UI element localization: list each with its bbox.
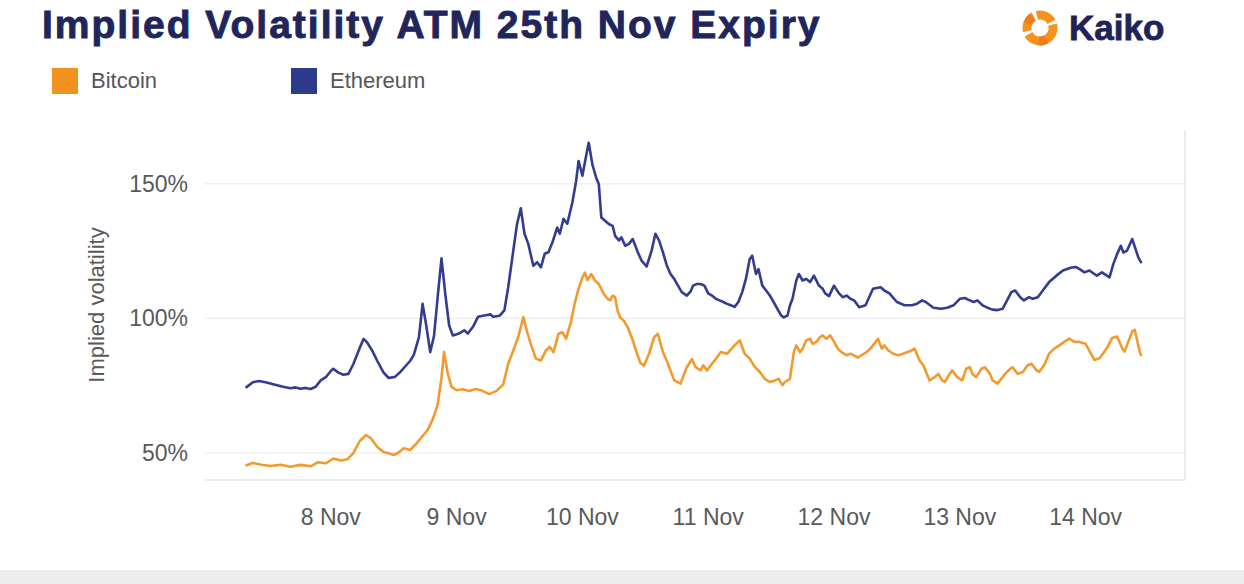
legend-item-ethereum: Ethereum xyxy=(291,68,425,94)
bottom-band xyxy=(0,570,1244,584)
kaiko-wordmark: Kaiko xyxy=(1069,8,1164,48)
kaiko-logo: Kaiko xyxy=(1020,8,1164,48)
ethereum-legend-swatch xyxy=(291,68,317,94)
ethereum-legend-label: Ethereum xyxy=(330,68,425,94)
ethereum-line xyxy=(247,143,1142,389)
bitcoin-legend-swatch xyxy=(52,68,78,94)
x-tick-label: 10 Nov xyxy=(546,504,619,530)
page-title: Implied Volatility ATM 25th Nov Expiry xyxy=(42,3,822,47)
bitcoin-legend-label: Bitcoin xyxy=(91,68,157,94)
x-tick-label: 14 Nov xyxy=(1049,504,1122,530)
y-axis-title: Implied volatility xyxy=(84,180,110,430)
x-tick-label: 13 Nov xyxy=(923,504,996,530)
x-tick-label: 12 Nov xyxy=(798,504,871,530)
y-tick-label: 150% xyxy=(129,171,188,197)
kaiko-swirl-icon xyxy=(1020,8,1060,48)
x-tick-label: 9 Nov xyxy=(427,504,488,530)
x-tick-label: 8 Nov xyxy=(301,504,362,530)
y-tick-label: 100% xyxy=(129,305,188,331)
x-tick-label: 11 Nov xyxy=(673,504,745,530)
legend-item-bitcoin: Bitcoin xyxy=(52,68,157,94)
line-chart: 150% 100% 50% 8 Nov 9 Nov 10 Nov 11 Nov 12 Nov 1… xyxy=(0,0,1244,584)
y-tick-label: 50% xyxy=(142,440,188,466)
